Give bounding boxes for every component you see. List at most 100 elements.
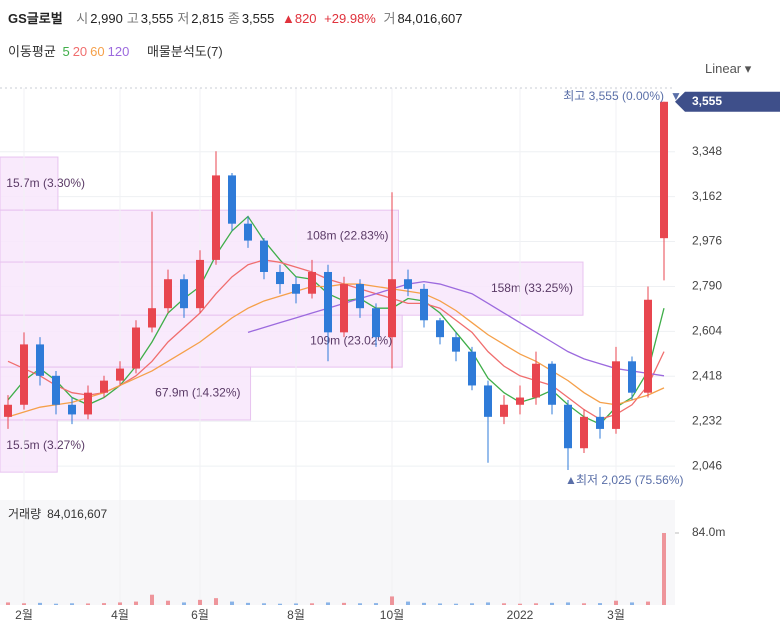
candle-body	[420, 288, 428, 321]
volume-bar	[614, 600, 618, 605]
volume-bar	[198, 599, 202, 605]
candle-body	[4, 404, 12, 417]
candle-body	[356, 284, 364, 309]
profile-box	[0, 209, 400, 263]
quote-key: 저	[177, 11, 190, 26]
y-tick-label: 2,418	[692, 368, 722, 382]
candle-body	[372, 308, 380, 338]
x-tick-label: 10월	[380, 608, 404, 622]
volume-bar	[374, 603, 378, 605]
volume-bar	[598, 603, 602, 605]
volume-bar	[70, 603, 74, 605]
candle-body	[164, 279, 172, 309]
candle-body	[548, 363, 556, 405]
x-tick-label: 2022	[507, 608, 534, 622]
candle-body	[436, 320, 444, 338]
candle-body	[260, 240, 268, 272]
quote-value: 3,555	[241, 11, 275, 26]
candle-body	[404, 279, 412, 289]
profile-label: 158m (33.25%)	[491, 281, 573, 295]
candle-body	[308, 271, 316, 294]
scale-label: Linear	[705, 61, 742, 76]
candle-body	[580, 416, 588, 449]
x-tick-label: 6월	[191, 608, 209, 622]
candle-body	[452, 337, 460, 352]
volume-bar	[438, 603, 442, 605]
volume-title-value: 84,016,607	[47, 507, 107, 521]
quote-key: 종	[227, 11, 240, 26]
candle-body	[292, 284, 300, 294]
volume-bar	[534, 603, 538, 605]
candle-body	[660, 101, 668, 239]
indicator-title: 이동평균	[8, 44, 56, 59]
candle-body	[132, 327, 140, 369]
candle-body	[500, 404, 508, 417]
y-tick-label: 2,976	[692, 234, 722, 248]
volume-bar	[118, 602, 122, 605]
volume-bar	[6, 602, 10, 605]
volume-value: 84,016,607	[397, 11, 463, 26]
candle-body	[36, 344, 44, 376]
volume-bar	[22, 603, 26, 605]
candle-body	[468, 351, 476, 386]
last-price-badge	[675, 91, 780, 112]
high-note: 최고 3,555 (0.00%)	[563, 89, 664, 103]
volume-bar	[454, 603, 458, 605]
legend-entry: 5	[62, 44, 70, 59]
x-tick-label: 8월	[287, 608, 305, 622]
legend-entry: 60	[90, 44, 105, 59]
volume-bar	[518, 603, 522, 605]
candle-body	[20, 344, 28, 405]
volume-tick-label: 84.0m	[692, 525, 725, 539]
profile-label: 67.9m (14.32%)	[155, 386, 240, 400]
volume-bar	[278, 603, 282, 605]
profile-box	[0, 261, 584, 316]
volume-bar	[630, 602, 634, 605]
last-price-label: 3,555	[692, 94, 722, 108]
volume-bar	[566, 602, 570, 605]
quote-value: 2,815	[191, 11, 224, 26]
candle-body	[388, 279, 396, 338]
header: GS글로벌 시 2,990 고 3,555 저 2,815 종 3,555 ▲820 +29.…	[8, 8, 463, 27]
volume-bar	[38, 602, 42, 605]
volume-title: 거래량 84,016,607	[8, 507, 108, 521]
profile-box	[0, 419, 58, 473]
candle-body	[116, 368, 124, 381]
quote-value: 3,555	[140, 11, 174, 26]
scale-select[interactable]: Linear ▾	[705, 61, 752, 76]
x-tick-label: 3월	[607, 608, 625, 622]
candle-body	[100, 380, 108, 393]
volume-bar	[342, 602, 346, 605]
volume-bar	[166, 600, 170, 605]
stock-name: GS글로벌	[8, 11, 63, 26]
volume-bar	[86, 603, 90, 605]
candle-body	[644, 299, 652, 393]
low-note: 최저 2,025 (75.56%)	[576, 473, 683, 487]
profile-label: 108m (22.83%)	[306, 228, 388, 242]
x-tick-label: 2월	[15, 608, 33, 622]
indicator-bar[interactable]: 이동평균 5 20 60 120 매물분석도(7)	[8, 41, 226, 60]
quote-key: 시	[76, 11, 89, 26]
change: ▲820	[281, 11, 317, 26]
change-pct: +29.98%	[324, 11, 376, 26]
candle-body	[84, 392, 92, 415]
y-tick-label: 2,790	[692, 279, 722, 293]
volume-bar	[358, 603, 362, 605]
volume-bar	[390, 596, 394, 605]
volume-bar	[134, 601, 138, 605]
quote-value: 2,990	[90, 11, 123, 26]
volume-key: 거	[383, 11, 396, 26]
candle-body	[628, 361, 636, 393]
candle-body	[148, 308, 156, 328]
candle-body	[52, 375, 60, 405]
volume-bar	[486, 602, 490, 605]
volume-bar	[550, 602, 554, 605]
candle-body	[596, 416, 604, 429]
profile-title[interactable]: 매물분석도(7)	[146, 44, 223, 59]
profile-box	[0, 366, 252, 421]
legend-entry: 120	[107, 44, 130, 59]
candle-body	[244, 223, 252, 241]
candle-body	[196, 259, 204, 309]
profile-box	[0, 156, 59, 211]
